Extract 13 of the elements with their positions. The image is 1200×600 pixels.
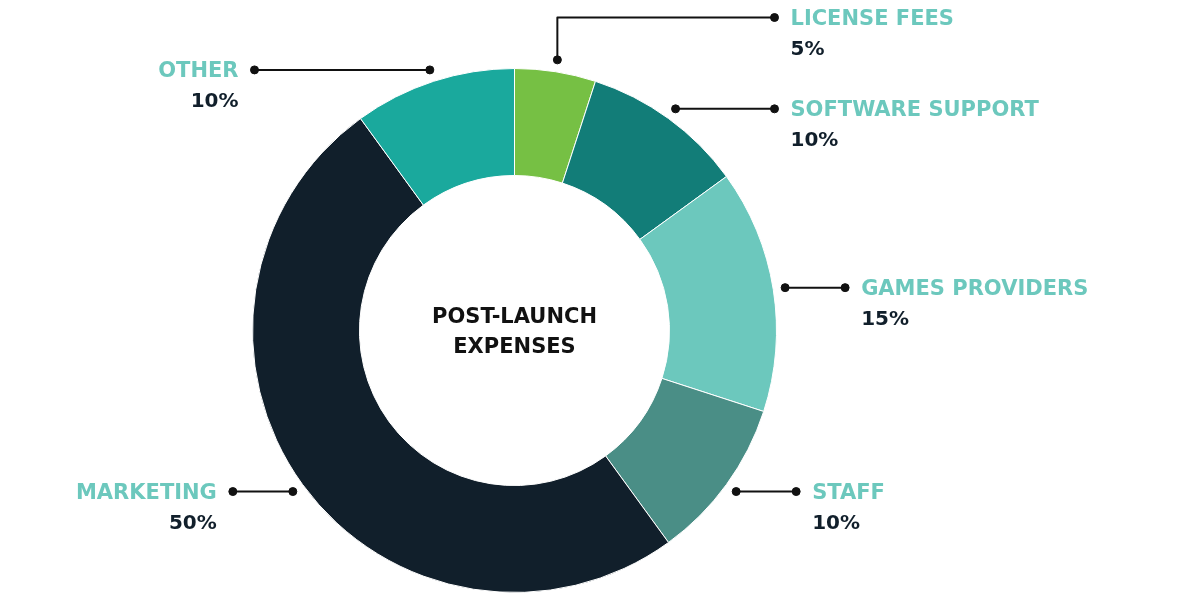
data-label: 10% <box>190 87 239 112</box>
text: POST-LAUNCH EXPENSES <box>432 303 597 358</box>
data-label: 10% <box>790 126 839 151</box>
slice-label: MARKETING <box>75 479 217 504</box>
slice-label: STAFF <box>812 479 885 504</box>
slice-label: GAMES PROVIDERS <box>861 275 1089 300</box>
slice-label: SOFTWARE SUPPORT <box>790 96 1040 121</box>
slice-label: OTHER <box>158 57 239 82</box>
data-label: 10% <box>812 509 861 534</box>
data-label: 50% <box>168 509 217 534</box>
data-label: 15% <box>861 305 909 330</box>
data-label: 5% <box>790 35 825 60</box>
slice-label: LICENSE FEES <box>790 5 954 30</box>
